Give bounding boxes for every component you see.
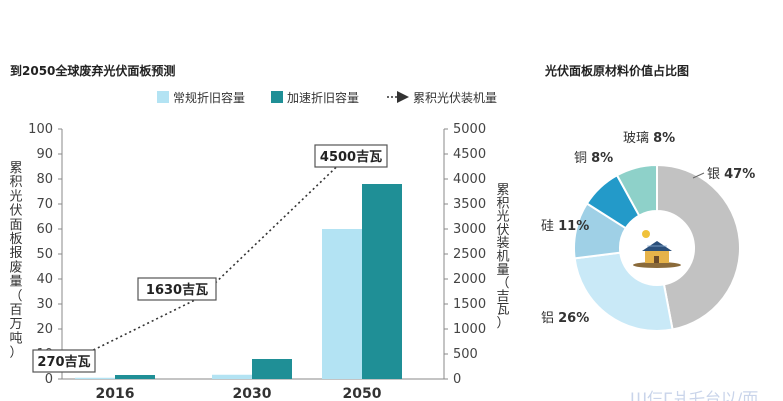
- right-tick-label: 2000: [453, 272, 486, 287]
- callout-label: 1630吉瓦: [146, 283, 208, 298]
- right-tick-label: 2500: [453, 247, 486, 262]
- pie-label-硅: 硅 11%: [541, 219, 589, 234]
- pie-label-银: 银 47%: [707, 167, 755, 182]
- pie-chart-title: 光伏面板原材料价值占比图: [545, 64, 690, 78]
- category-label: 2030: [233, 386, 272, 401]
- legend-swatch-conventional: [157, 91, 169, 103]
- right-tick-label: 500: [453, 347, 478, 362]
- left-tick-label: 70: [36, 197, 53, 212]
- sun-icon: [642, 230, 650, 238]
- pie-leader-line: [692, 172, 705, 179]
- pie-label-铜: 铜 8%: [574, 151, 613, 166]
- callout-label: 270吉瓦: [37, 355, 90, 370]
- right-tick-label: 5000: [453, 122, 486, 137]
- right-tick-label: 4000: [453, 172, 486, 187]
- left-axis-title: 累积光伏面板报废量（百万吨）: [9, 161, 22, 361]
- left-tick-label: 60: [36, 222, 53, 237]
- door-shape: [654, 256, 659, 263]
- pie-slice-玻璃: [615, 163, 658, 217]
- left-tick-label: 100: [28, 122, 53, 137]
- right-tick-label: 3000: [453, 222, 486, 237]
- bar-conventional-2016: [75, 377, 115, 379]
- pie-label-铝: 铝 26%: [541, 311, 589, 326]
- left-tick-label: 20: [36, 322, 53, 337]
- right-tick-label: 4500: [453, 147, 486, 162]
- pie-slice-铝: [573, 251, 674, 332]
- right-tick-label: 1500: [453, 297, 486, 312]
- left-tick-label: 80: [36, 172, 53, 187]
- solar-panel-icon: [633, 230, 681, 268]
- right-tick-label: 1000: [453, 322, 486, 337]
- right-tick-label: 0: [453, 372, 461, 387]
- category-label: 2050: [343, 386, 382, 401]
- legend-label-conventional: 常规折旧容量: [173, 90, 245, 105]
- legend-swatch-accelerated: [271, 91, 283, 103]
- bar-chart-title: 到2050全球废弃光伏面板预测: [10, 64, 176, 78]
- left-tick-label: 40: [36, 272, 53, 287]
- pie-label-玻璃: 玻璃 8%: [623, 131, 675, 146]
- bar-accelerated-2050: [362, 184, 402, 379]
- bar-conventional-2050: [322, 229, 362, 379]
- callout-label: 4500吉瓦: [320, 150, 382, 165]
- left-tick-label: 0: [45, 372, 53, 387]
- left-tick-label: 30: [36, 297, 53, 312]
- cumulative-capacity-line: [61, 151, 353, 367]
- ground-shape: [633, 262, 681, 268]
- right-tick-label: 3500: [453, 197, 486, 212]
- callout-box: [32, 349, 96, 373]
- legend-label-cumulative: 累积光伏装机量: [413, 91, 497, 105]
- category-label: 2016: [96, 386, 135, 401]
- callout-box: [137, 277, 217, 301]
- callout-box: [314, 144, 388, 168]
- legend-label-accelerated: 加速折旧容量: [287, 90, 359, 105]
- right-axis-title: 累积光伏装机量（吉瓦）: [496, 183, 509, 331]
- pie-slice-银: [656, 163, 741, 331]
- left-tick-label: 90: [36, 147, 53, 162]
- watermark-text: Ш仨Г爿乇台以/而: [630, 389, 758, 401]
- left-tick-label: 50: [36, 247, 53, 262]
- bar-conventional-2030: [212, 374, 252, 379]
- bar-accelerated-2030: [252, 359, 292, 379]
- bar-accelerated-2016: [115, 375, 155, 379]
